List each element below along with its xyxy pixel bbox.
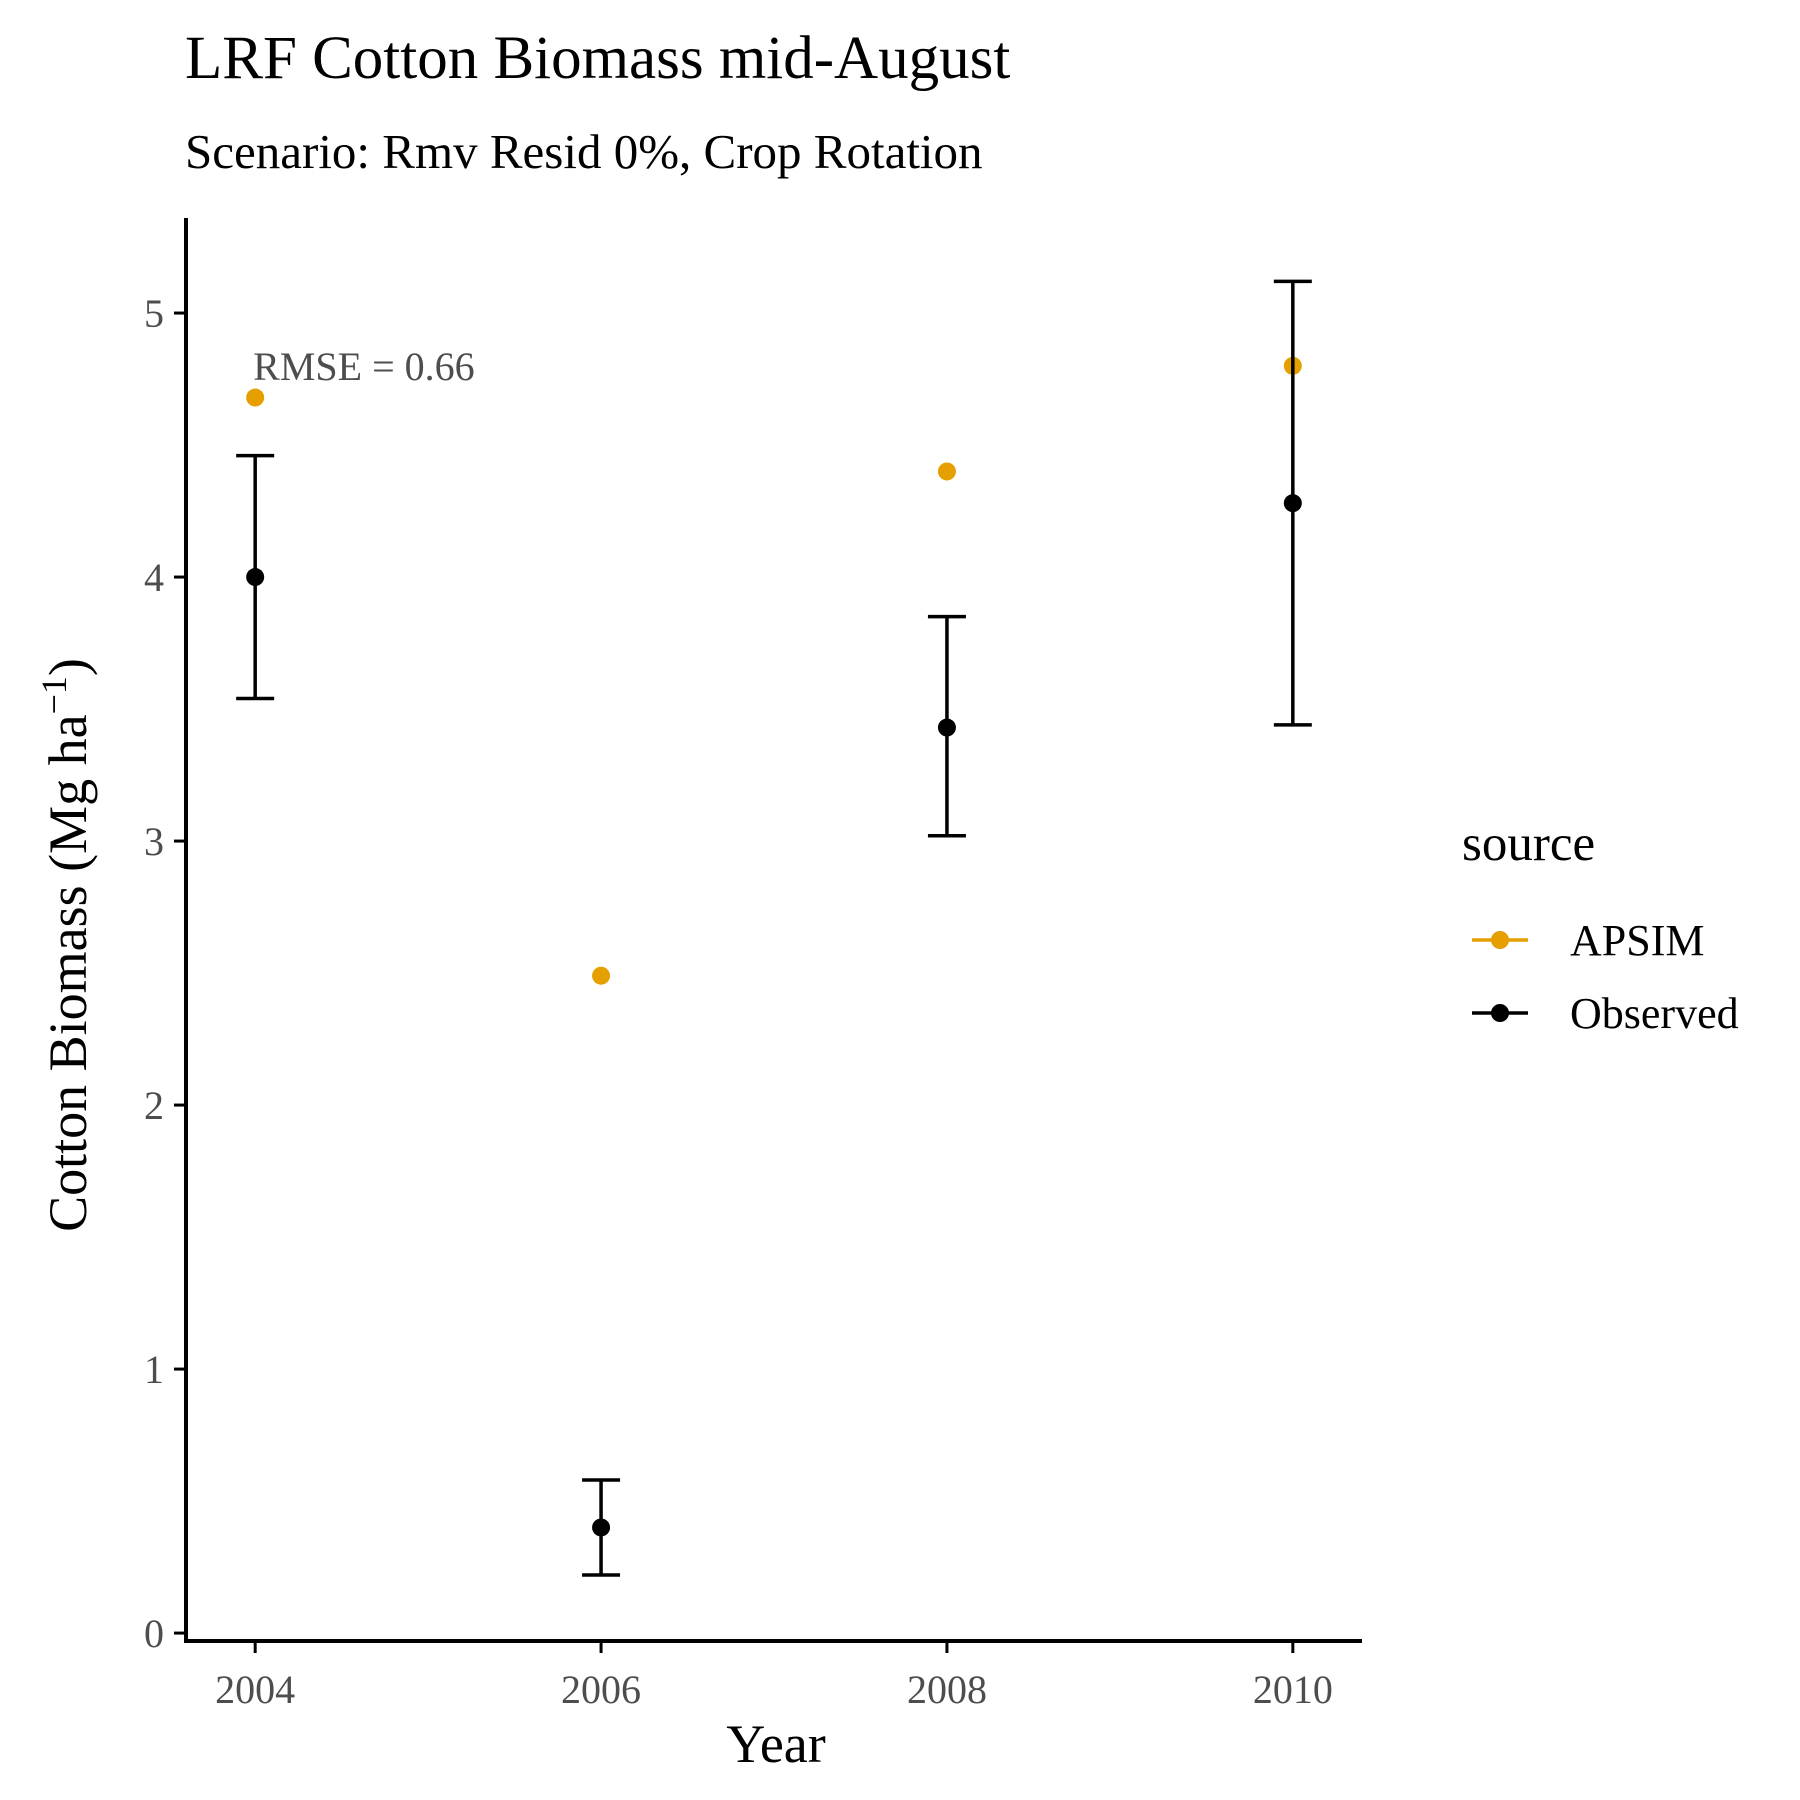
legend-label-observed: Observed	[1570, 989, 1739, 1038]
plot-marks	[236, 279, 1312, 1577]
x-tick-label: 2010	[1253, 1667, 1333, 1712]
chart-title: LRF Cotton Biomass mid-August	[185, 25, 1010, 92]
observed-point	[937, 718, 956, 737]
y-tick-label: 2	[144, 1083, 164, 1128]
legend: source APSIM Observed	[1462, 816, 1739, 1038]
observed-point	[246, 568, 265, 587]
observed-point	[1283, 494, 1302, 513]
legend-title: source	[1462, 816, 1595, 872]
apsim-point	[937, 462, 956, 481]
x-axis-title: Year	[726, 1714, 826, 1774]
y-axis-title-main: Cotton Biomass (Mg ha	[38, 714, 98, 1232]
apsim-point	[592, 966, 611, 985]
y-axis-title-close: )	[38, 658, 98, 676]
y-axis-title: Cotton Biomass (Mg ha−1)	[34, 658, 98, 1232]
axes	[184, 218, 1362, 1643]
x-axis-ticks: 2004 2006 2008 2010	[215, 1641, 1333, 1712]
legend-label-apsim: APSIM	[1570, 916, 1705, 965]
y-tick-label: 4	[144, 555, 164, 600]
rmse-annotation: RMSE = 0.66	[253, 344, 474, 389]
legend-key-point-observed	[1491, 1004, 1509, 1022]
apsim-point	[246, 388, 265, 407]
y-tick-label: 1	[144, 1347, 164, 1392]
observed-point	[592, 1518, 611, 1537]
x-tick-label: 2006	[561, 1667, 641, 1712]
legend-key-point-apsim	[1491, 931, 1509, 949]
y-tick-label: 3	[144, 819, 164, 864]
y-tick-label: 0	[144, 1611, 164, 1656]
x-tick-label: 2004	[215, 1667, 295, 1712]
y-tick-label: 5	[144, 291, 164, 336]
x-tick-label: 2008	[907, 1667, 987, 1712]
chart-subtitle: Scenario: Rmv Resid 0%, Crop Rotation	[185, 124, 983, 179]
y-axis-title-superscript: −1	[34, 676, 74, 714]
y-axis-ticks: 0 1 2 3 4 5	[144, 291, 186, 1656]
